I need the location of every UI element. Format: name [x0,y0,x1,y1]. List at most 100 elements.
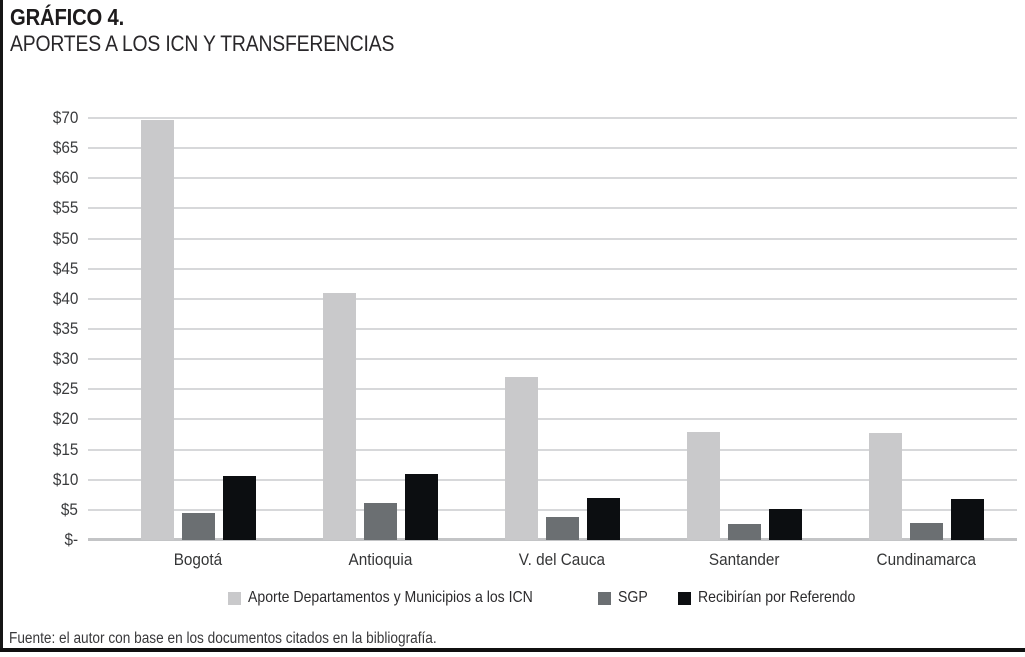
source-note: Fuente: el autor con base en los documen… [9,630,495,648]
bar-series-2-category-3 [545,516,579,540]
gridline [88,117,1017,119]
category-label-text: Cundinamarca [876,550,976,569]
legend-label-text: Recibirían por Referendo [697,589,856,606]
gridline [88,297,1017,300]
y-axis-tick-label: $35 [0,319,78,339]
bar-series-3-category-2 [404,474,438,540]
bar-series-3-category-3 [586,497,620,540]
category-label: V. del Cauca [471,550,653,570]
y-axis-tick-label: $25 [0,379,78,399]
gridline [88,388,1017,391]
bar-series-3-category-1 [222,476,256,540]
bar-series-1-category-4 [686,432,720,540]
legend-item-3: Recibirían por Referendo [677,589,877,607]
y-axis-tick-label-text: $30 [52,349,78,369]
y-axis-tick-label-text: $40 [52,288,78,308]
gridline [88,508,1017,511]
y-axis-tick-label: $10 [0,470,78,490]
bar-series-2-category-4 [727,524,761,540]
chart-title-text: GRÁFICO 4. [10,4,125,30]
y-axis-tick-label-text: $20 [52,409,78,429]
y-axis-tick-label-text: $65 [52,138,78,158]
legend-label-text: SGP [618,589,648,606]
y-axis-tick-label: $- [0,530,78,550]
legend-label: SGP [618,589,652,607]
y-axis-tick-label-text: $55 [52,198,78,218]
y-axis-tick-label-text: $10 [52,469,78,489]
x-axis-labels: Bogotá Antioquia V. del Cauca Santander Cund… [107,550,1017,570]
category-label-text: V. del Cauca [518,550,606,569]
page-left-border [0,0,3,652]
y-axis-tick-label-text: $60 [52,168,78,188]
y-axis-tick-label: $30 [0,349,78,369]
y-axis-tick-label-text: $70 [52,108,78,127]
bar-series-2-category-5 [909,522,943,540]
y-axis-tick-label: $65 [0,138,78,158]
bar-group-4 [653,118,835,540]
category-label: Bogotá [107,550,289,570]
category-label: Cundinamarca [835,550,1017,570]
bar-series-2-category-2 [363,502,397,540]
gridline [88,147,1017,150]
gridline [88,448,1017,451]
gridline [88,418,1017,421]
bar-series-3-category-5 [950,499,984,540]
source-note-text: Fuente: el autor con base en los documen… [9,630,437,647]
legend-item-2: SGP [598,589,652,607]
y-axis-tick-label-text: $5 [60,499,78,519]
bar-group-2 [289,118,471,540]
y-axis-tick-label: $55 [0,198,78,218]
bar-chart-plot-area [88,117,1017,541]
bar-series-1-category-2 [322,292,356,540]
gridline [88,267,1017,270]
bar-group-5 [835,118,1017,540]
y-axis-tick-label: $50 [0,229,78,249]
y-axis-tick-label: $40 [0,289,78,309]
legend-swatch-icon [228,591,242,605]
bar-group-3 [471,118,653,540]
y-axis-tick-label-text: $- [64,530,78,549]
category-label-text: Antioquia [348,550,412,569]
chart-title: GRÁFICO 4. [10,4,140,31]
bar-series-2-category-1 [181,512,215,540]
legend-label: Recibirían por Referendo [698,589,877,607]
chart-subtitle-text: APORTES A LOS ICN Y TRANSFERENCIAS [10,31,395,56]
y-axis-tick-label-text: $35 [52,319,78,338]
gridline [88,207,1017,210]
y-axis-tick-label: $70 [0,108,78,128]
y-axis-tick-label-text: $15 [52,439,78,459]
bar-series-1-category-1 [140,119,174,540]
y-axis-tick-label: $15 [0,440,78,460]
bar-series-3-category-4 [768,508,802,540]
chart-subtitle: APORTES A LOS ICN Y TRANSFERENCIAS [10,31,447,57]
legend-item-1: Aporte Departamentos y Municipios a los … [228,589,572,607]
bars-layer [107,118,1017,540]
y-axis-tick-label: $20 [0,409,78,429]
chart-legend: Aporte Departamentos y Municipios a los … [88,589,1017,607]
gridline [88,328,1017,330]
bar-group-1 [107,118,289,540]
gridline [88,358,1017,361]
category-label: Antioquia [289,550,471,570]
gridline [88,478,1017,481]
gridline [88,237,1017,240]
bar-series-1-category-5 [868,432,902,540]
category-label-text: Santander [708,550,780,569]
legend-swatch-icon [677,591,691,605]
bar-series-1-category-3 [504,377,538,540]
legend-label: Aporte Departamentos y Municipios a los … [248,589,572,607]
y-axis-tick-label: $5 [0,500,78,520]
category-label-text: Bogotá [173,550,223,569]
legend-swatch-icon [598,591,612,605]
page-bottom-rule [0,648,1025,652]
legend-label-text: Aporte Departamentos y Municipios a los … [248,589,534,606]
y-axis-labels: $- $5 $10 $15 $20 $25 $30 $35 $40 $45 $50 $55 $60 $65… [0,108,78,549]
y-axis-tick-label: $60 [0,168,78,188]
y-axis-tick-label-text: $50 [52,228,78,248]
y-axis-tick-label-text: $25 [52,379,78,399]
y-axis-tick-label: $45 [0,259,78,279]
y-axis-tick-label-text: $45 [52,258,78,278]
category-label: Santander [653,550,835,570]
gridline [88,177,1017,180]
